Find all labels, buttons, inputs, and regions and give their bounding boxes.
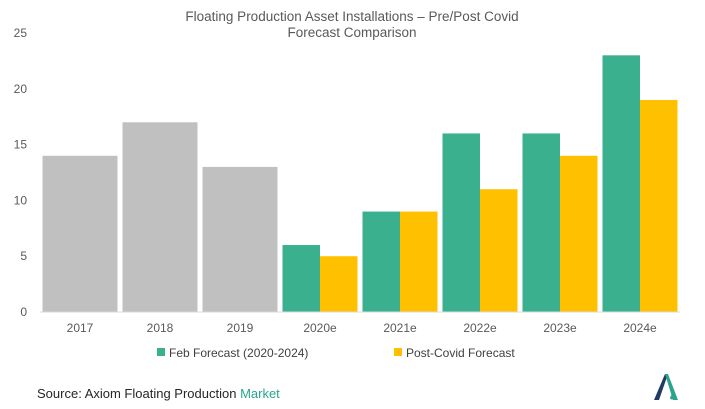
- bar-series-1-2021e: [362, 211, 400, 312]
- x-tick-label: 2017: [67, 321, 94, 335]
- bar-series-2-2021e: [400, 211, 438, 312]
- bar-series-2-2023e: [560, 155, 598, 312]
- legend-label-1: Feb Forecast (2020-2024): [169, 346, 308, 360]
- x-axis-ticks: 2017 2018 2019 2020e 2021e 2022e 2023e 2024e: [67, 321, 657, 335]
- chart-title-line2: Forecast Comparison: [287, 25, 416, 40]
- legend-swatch-2: [394, 348, 402, 356]
- bar-series-1-2023e: [522, 133, 560, 312]
- bar-historical-2018: [122, 122, 198, 312]
- bar-historical-2017: [42, 155, 118, 312]
- y-tick-label: 25: [14, 26, 28, 40]
- legend-label-2: Post-Covid Forecast: [406, 346, 515, 360]
- y-tick-label: 5: [20, 249, 27, 263]
- chart-title-line1: Floating Production Asset Installations …: [185, 9, 518, 24]
- bars: [42, 55, 678, 313]
- y-axis-ticks: 0 5 10 15 20 25: [14, 26, 28, 319]
- legend-swatch-1: [157, 348, 165, 356]
- y-tick-label: 0: [20, 305, 27, 319]
- legend: Feb Forecast (2020-2024) Post-Covid Forec…: [157, 346, 515, 360]
- x-tick-label: 2020e: [303, 321, 337, 335]
- source-accent[interactable]: Market: [240, 386, 280, 401]
- x-tick-label: 2018: [147, 321, 174, 335]
- x-tick-label: 2021e: [383, 321, 417, 335]
- bar-series-2-2024e: [640, 99, 678, 313]
- x-tick-label: 2019: [227, 321, 254, 335]
- y-tick-label: 10: [14, 193, 28, 207]
- bar-series-1-2022e: [442, 133, 480, 312]
- x-tick-label: 2023e: [543, 321, 577, 335]
- source-prefix: Source: Axiom Floating Production: [37, 386, 241, 401]
- x-tick-label: 2022e: [463, 321, 497, 335]
- source-note: Source: Axiom Floating Production Market: [37, 386, 280, 401]
- bar-series-1-2024e: [602, 55, 640, 312]
- bar-series-2-2020e: [320, 256, 358, 312]
- bar-series-1-2020e: [282, 245, 320, 312]
- y-tick-label: 20: [14, 82, 28, 96]
- mordor-logo-icon: [654, 374, 678, 400]
- y-tick-label: 15: [14, 138, 28, 152]
- bar-historical-2019: [202, 166, 278, 312]
- x-tick-label: 2024e: [623, 321, 657, 335]
- bar-series-2-2022e: [480, 189, 518, 312]
